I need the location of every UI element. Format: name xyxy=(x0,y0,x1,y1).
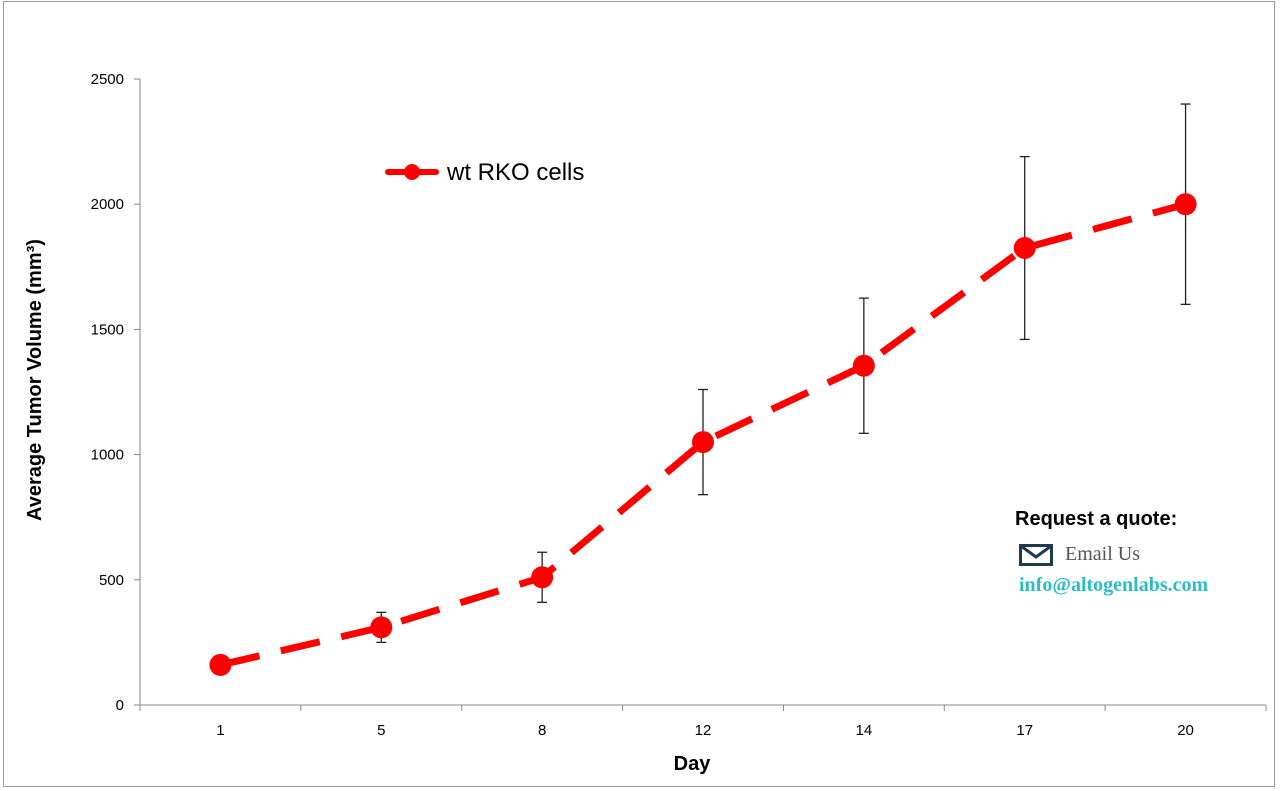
y-tick-label: 1500 xyxy=(91,321,124,338)
email-us-button[interactable]: Email Us xyxy=(1019,543,1265,566)
y-tick-label: 2500 xyxy=(91,71,124,88)
y-axis-title: Average Tumor Volume (mm³) xyxy=(24,239,46,521)
x-tick-label: 12 xyxy=(695,722,712,739)
chart-frame xyxy=(3,1,1275,787)
y-tick-label: 500 xyxy=(99,572,124,589)
data-point xyxy=(692,431,714,454)
data-point xyxy=(370,616,393,639)
legend-label: wt RKO cells xyxy=(446,159,584,186)
y-tick-label: 2000 xyxy=(91,196,124,213)
email-address-link[interactable]: info@altogenlabs.com xyxy=(1019,574,1209,596)
x-tick-label: 5 xyxy=(377,722,385,739)
y-tick-label: 0 xyxy=(116,697,124,714)
data-point xyxy=(1013,237,1036,260)
data-point xyxy=(531,566,554,589)
request-quote-box: Request a quote: Email Us info@altogenla… xyxy=(1015,508,1265,597)
email-us-label: Email Us xyxy=(1065,543,1140,565)
request-quote-title: Request a quote: xyxy=(1015,508,1178,530)
envelope-icon xyxy=(1019,543,1053,566)
x-tick-label: 14 xyxy=(856,722,873,739)
data-point xyxy=(1174,193,1197,216)
x-tick-label: 1 xyxy=(216,722,224,739)
axes xyxy=(139,79,1266,706)
y-ticks: 0 500 1000 1500 2000 2500 xyxy=(91,71,140,714)
data-point xyxy=(852,354,875,377)
x-tick-label: 8 xyxy=(538,722,546,739)
legend-marker xyxy=(404,164,420,180)
x-tick-label: 20 xyxy=(1177,722,1194,739)
y-tick-label: 1000 xyxy=(91,447,124,464)
x-ticks: 1 5 8 12 14 17 20 xyxy=(139,705,1267,739)
data-point xyxy=(209,653,232,676)
x-tick-label: 17 xyxy=(1016,722,1033,739)
data-points xyxy=(209,193,1197,676)
x-axis-title: Day xyxy=(674,753,712,775)
legend: wt RKO cells xyxy=(385,159,584,186)
